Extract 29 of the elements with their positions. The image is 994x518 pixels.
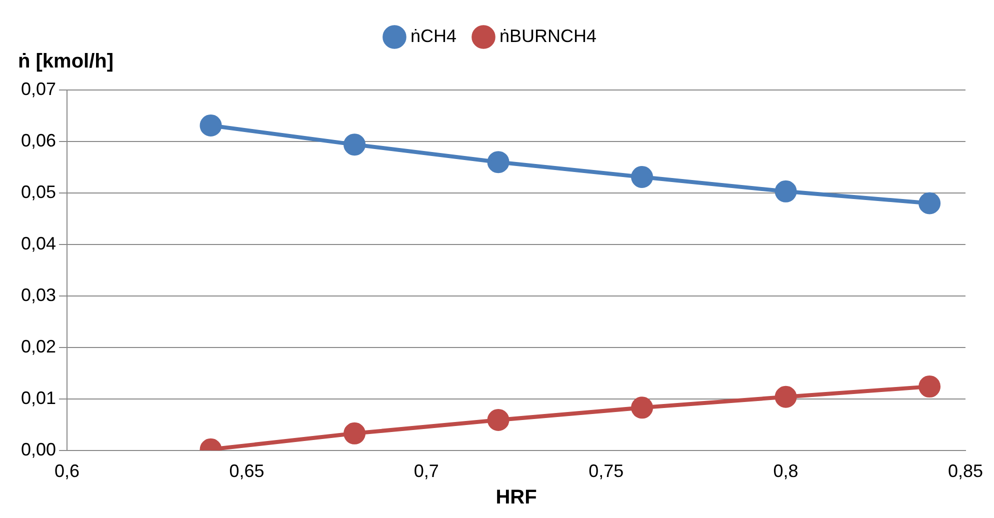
point xyxy=(487,151,510,174)
y-tick-label: 0,01 xyxy=(20,388,56,408)
point xyxy=(918,376,941,398)
x-tick-label: 0,75 xyxy=(588,461,624,482)
x-tick-label: 0,85 xyxy=(948,461,984,482)
y-axis-title: ṅ [kmol/h] xyxy=(18,50,114,73)
y-tick-label: 0,07 xyxy=(20,78,56,99)
point xyxy=(200,114,222,137)
point xyxy=(631,166,654,188)
legend-label: ṅBURNCH4 xyxy=(500,26,597,46)
y-tick-label: 0,06 xyxy=(20,130,56,150)
y-tick-label: 0,03 xyxy=(20,284,56,305)
x-tick-label: 0,65 xyxy=(229,461,264,482)
y-tick-label: 0,04 xyxy=(20,233,56,254)
point xyxy=(774,386,797,408)
point xyxy=(918,192,941,214)
y-tick-label: 0,05 xyxy=(20,182,56,202)
point xyxy=(487,409,510,432)
x-tick-label: 0,6 xyxy=(54,461,80,482)
point xyxy=(344,134,366,156)
x-axis-title: HRF xyxy=(496,486,537,509)
x-tick-label: 0,8 xyxy=(773,461,798,482)
y-tick-label: 0,02 xyxy=(20,336,56,356)
legend-label: ṅCH4 xyxy=(410,26,457,46)
point xyxy=(631,396,654,419)
x-tick-label: 0,7 xyxy=(414,461,439,482)
y-tick-label: 0,00 xyxy=(20,439,56,460)
point xyxy=(344,422,366,444)
point xyxy=(774,180,797,202)
